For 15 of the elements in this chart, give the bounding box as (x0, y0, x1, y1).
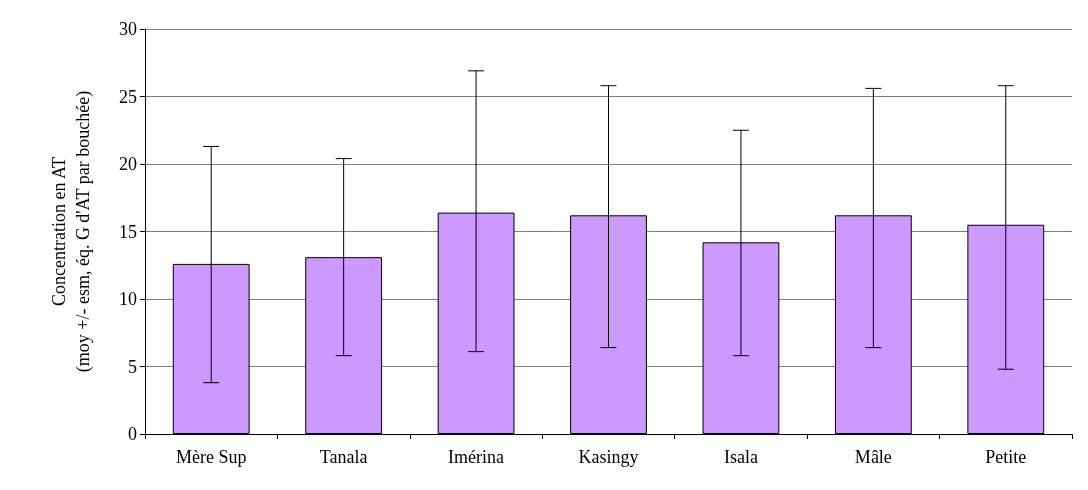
x-tick-label: Imérina (448, 447, 505, 467)
y-tick-label: 5 (128, 356, 137, 377)
x-tick-label: Kasingy (578, 447, 639, 467)
x-tick-label: Mâle (854, 447, 892, 467)
x-tick-label: Isala (723, 447, 758, 467)
x-tick-label: Mère Sup (175, 447, 247, 467)
x-tick-label: Tanala (319, 447, 368, 467)
y-tick-label: 25 (119, 86, 137, 107)
y-tick-label: 30 (119, 19, 137, 39)
y-tick-label: 10 (119, 289, 137, 309)
y-tick-label: 15 (119, 221, 137, 242)
x-tick-label: Petite (985, 447, 1027, 467)
y-tick-label: 0 (128, 424, 137, 444)
y-tick-label: 20 (119, 154, 137, 174)
y-axis-title: Concentration en AT (moy +/- esm, éq. G d'AT par bouchée) (49, 90, 94, 373)
